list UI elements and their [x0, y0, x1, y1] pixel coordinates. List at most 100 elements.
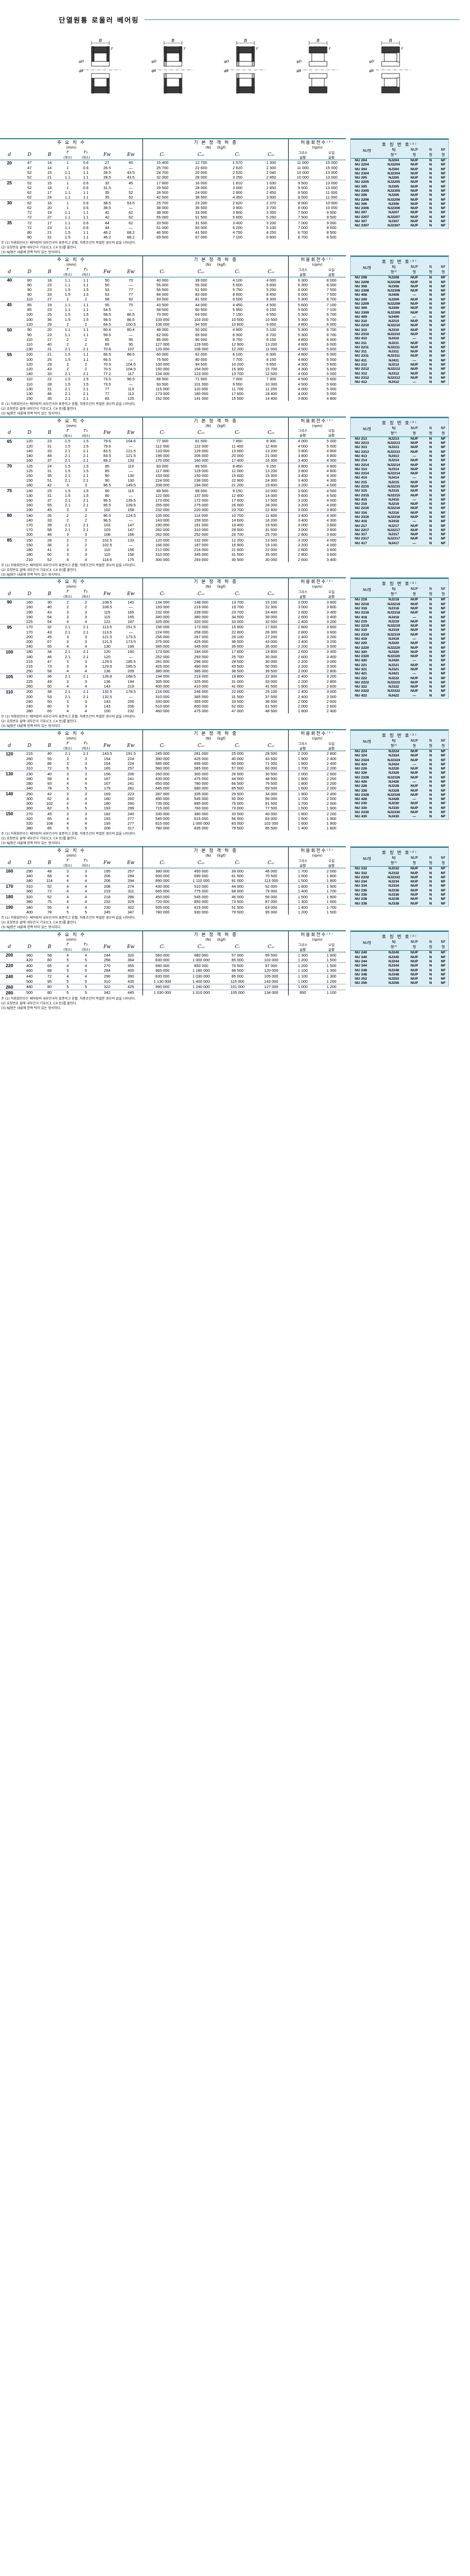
desig-nj: NJ2324 — [387, 758, 400, 762]
cell-Cr-n: 990 000 — [142, 983, 182, 990]
designation-row: NU 222 NJ222 NUP N NF — [351, 677, 449, 681]
desig-nf: NF — [441, 680, 446, 684]
cell-speed-grease: 5 300 — [288, 326, 318, 333]
cell-r1: 0.6 — [76, 200, 96, 206]
desig-nu: NU 2330 — [355, 810, 369, 814]
desig-n: N — [429, 880, 432, 884]
cell-r1: 4 — [85, 557, 87, 562]
designation-row: NU 2310 NJ2310 NUP N NF — [351, 333, 449, 337]
cell-Cr-kgf: 2 900 — [232, 190, 242, 195]
cell-Cr-kgf: 43 500 — [231, 663, 243, 669]
desig-nf: NF — [441, 533, 446, 537]
cell-B: 31 — [47, 346, 52, 351]
desig-nup: NUP — [410, 981, 418, 985]
desig-n: N — [429, 767, 432, 771]
cell-Cr-n: 127 000 — [142, 341, 182, 347]
desig-nup: NUP — [410, 632, 418, 637]
cell-speed-grease: 6 300 — [288, 277, 318, 283]
cell-Cor-n: 1 030 000 — [181, 973, 221, 979]
desig-nu: NU 214 — [355, 459, 367, 463]
cell-Cr-kgf: 9 500 — [232, 297, 242, 302]
cell-Cr-kgf: 8 450 — [220, 463, 254, 469]
cell-d — [0, 396, 19, 401]
cell-Cr-n: 86 000 — [142, 337, 182, 342]
desig-nu: NU 315 — [355, 489, 367, 493]
desig-nf: NF — [441, 193, 446, 198]
desig-nf: NF — [441, 284, 446, 288]
cell-r1: 1.5 — [83, 439, 89, 444]
cell-Cr-n: 780 000 — [142, 826, 182, 831]
designation-row: NU 2307 NJ2307 NUP N NF — [351, 224, 449, 228]
desig-nup: NUP — [410, 888, 418, 892]
cell-speed-oil: 1 900 — [317, 883, 346, 889]
desig-nu: NU 244 — [355, 960, 367, 963]
cell-speed-oil: 2 200 — [317, 811, 346, 817]
cell-Fw: 206 — [104, 874, 110, 879]
desig-nj: NJ2332 — [387, 875, 400, 879]
cell-r: 2 — [66, 337, 69, 342]
cell-Ew: — — [129, 205, 133, 211]
table-row: 120 29 2 2 70.5 104.5 100 000 94 500 10 … — [0, 361, 346, 367]
desig-n: N — [429, 441, 432, 445]
cell-r: 5 — [66, 806, 69, 811]
cell-Ew: 110 — [119, 463, 143, 469]
desig-nf: NF — [441, 163, 446, 167]
cell-Cr-kgf: 3 250 — [232, 175, 242, 180]
cell-Cor-n: 80 000 — [195, 337, 207, 342]
desig-nu: NU 2211 — [355, 345, 369, 349]
col-Ew: Eᴡ — [119, 741, 143, 751]
page-title: 단열원통 로울러 베어링 — [59, 17, 139, 25]
cell-Fw: 296 — [95, 973, 119, 979]
spec-table-blocks: 주 요 치 수 (mm) 기 본 정 격 하 중 (N) (kgf) 허용회전수⁽¹… — [0, 138, 470, 1011]
cell-Ew: — — [129, 654, 133, 659]
cell-Fw: 230 — [95, 904, 119, 910]
cell-r1: 2.1 — [83, 391, 89, 396]
cell-Cor-n: 320 000 — [194, 619, 208, 624]
cell-speed-grease: 9 500 — [288, 180, 318, 186]
table-row: 40 80 18 1.1 1.1 50 70 40 000 39 000 4 1… — [0, 277, 346, 283]
cell-B: 55 — [40, 904, 59, 910]
designation-row: NU 317 NJ317 NUP N NF — [351, 533, 449, 537]
cell-D: 120 — [26, 361, 33, 367]
footnote-1: 주 (1) 허용회전수는 베어링의 내부간극이 표준이고 윤활, 하중조건이 적… — [1, 563, 136, 567]
header-column-row: d D B r (최소) r₁ (최소) Fᴡ Eᴡ Cᵣ Cₒᵣ Cᵣ Cₒᵣ 그… — [0, 150, 346, 160]
table-row: 105 190 36 2.1 2.1 126.8 168.5 194 000 2… — [0, 673, 346, 679]
desig-nf: NF — [441, 602, 446, 606]
cell-Fw: 44 — [95, 220, 119, 226]
cell-B: 72 — [47, 889, 52, 894]
cell-D: 340 — [18, 904, 40, 910]
desig-nf: NF — [441, 810, 446, 814]
designation-row: NU 2317 NJ2317 NUP N NF — [351, 537, 449, 541]
cell-Ew: 104.5 — [126, 366, 136, 371]
cell-speed-oil: 4 300 — [326, 473, 336, 479]
cell-r1: 4 — [76, 904, 96, 910]
desig-nj: NJ218 — [388, 598, 400, 602]
cell-speed-oil: 4 800 — [326, 448, 336, 453]
cell-Cor-n: 103 000 — [194, 317, 208, 322]
cell-Cor-n: 760 000 — [194, 806, 208, 811]
cell-Cr-kgf: 28 500 — [231, 527, 243, 533]
cell-Cor-kgf: 13 200 — [265, 341, 278, 347]
cell-d — [0, 235, 19, 240]
cell-speed-oil: 5 600 — [326, 346, 336, 351]
cell-speed-grease: 3 800 — [288, 463, 318, 469]
designation-row: NU 218 NJ218 NUP N NF — [351, 598, 449, 602]
cell-Cr-n: 77 000 — [142, 438, 182, 444]
cell-B: 65 — [40, 962, 59, 969]
header-basic-load-rating: 기 본 정 격 하 중 (N) (kgf) — [142, 416, 289, 428]
designation-row: NU 310 NJ310 NUP N NF — [351, 328, 449, 333]
table-row: 130 31 2.1 2.1 70.8 107 120 000 108 000 … — [0, 346, 346, 352]
table-row: 240 440 72 4 4 296 390 830 000 1 030 000… — [0, 973, 346, 979]
table-header: 주 요 치 수 (mm) 기 본 정 격 하 중 (N) (kgf) 허용회전수⁽¹… — [0, 138, 346, 160]
desig-nu: NU 2317 — [355, 537, 369, 541]
desig-n: N — [429, 875, 432, 879]
desig-nj: NJ2305 — [387, 189, 400, 193]
cell-speed-oil: 11 000 — [325, 195, 338, 200]
desig-nj: NJ238 — [388, 897, 400, 901]
cell-Ew: 68.2 — [127, 230, 135, 235]
cell-Ew: 209 — [127, 668, 135, 673]
cell-Cr-kgf: 9 150 — [220, 487, 254, 494]
desig-n: N — [429, 607, 432, 611]
